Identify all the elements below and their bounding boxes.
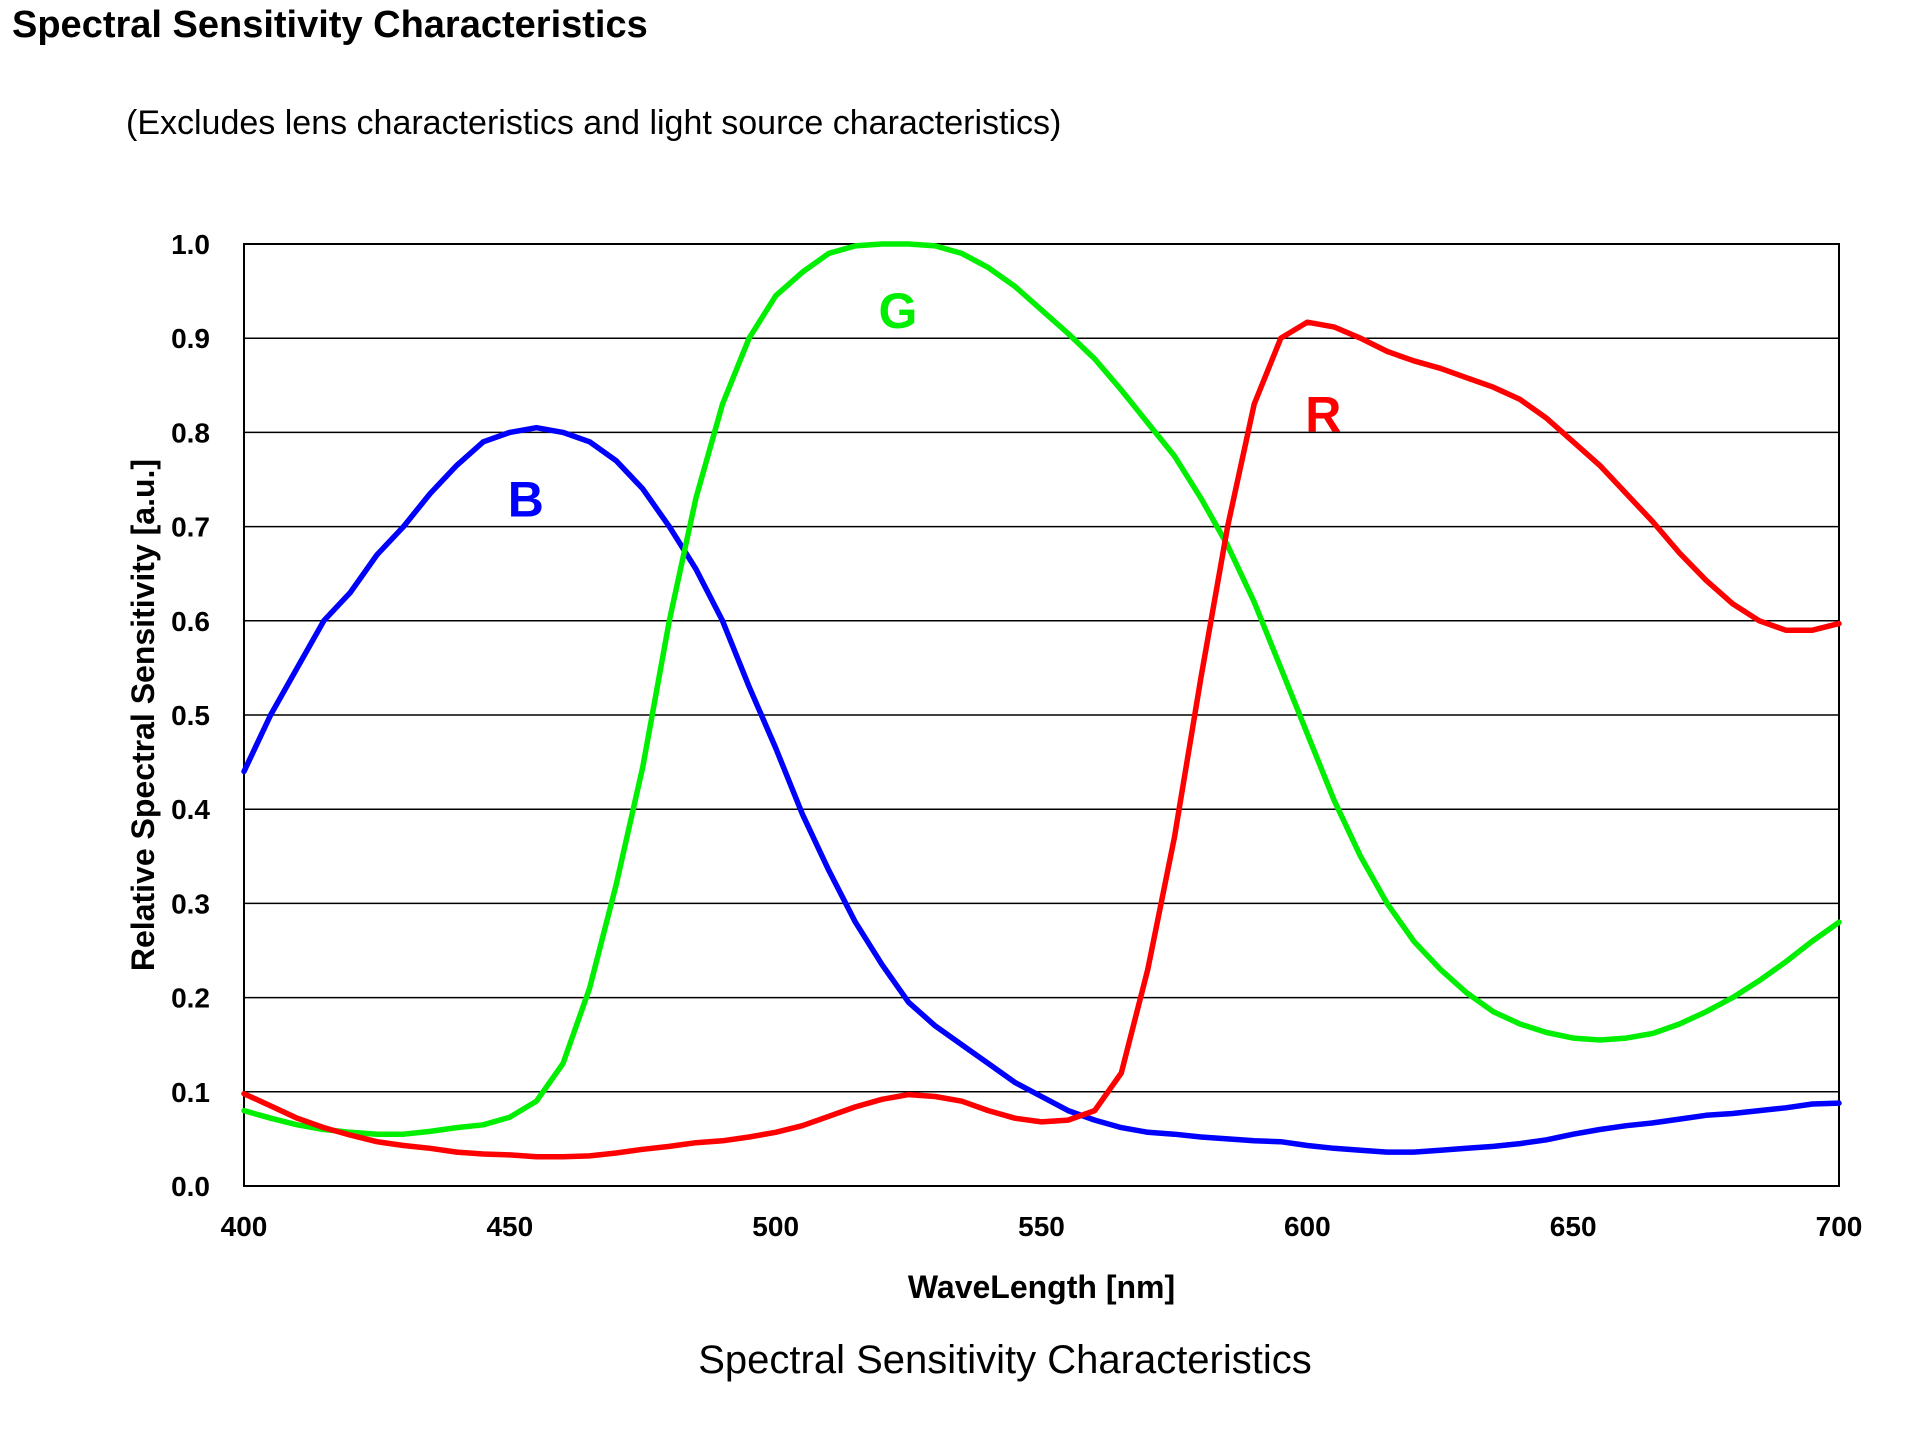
series-labels: B G R [508, 283, 1342, 527]
y-tick-label: 0.2 [171, 983, 210, 1014]
x-tick-label: 500 [752, 1211, 799, 1242]
page-heading: Spectral Sensitivity Characteristics [12, 4, 648, 46]
y-axis-ticks: 0.0 0.1 0.2 0.3 0.4 0.5 0.6 0.7 0.8 0.9 1.0 [171, 229, 210, 1202]
x-tick-label: 700 [1816, 1211, 1863, 1242]
y-tick-label: 0.5 [171, 700, 210, 731]
y-tick-label: 0.9 [171, 323, 210, 354]
y-tick-label: 0.4 [171, 794, 210, 825]
y-tick-label: 0.8 [171, 417, 210, 448]
series-line-g [241, 241, 1842, 1137]
y-tick-label: 0.3 [171, 888, 210, 919]
series-label-r: R [1305, 387, 1341, 443]
y-tick-label: 0.6 [171, 606, 210, 637]
series-lines [241, 241, 1842, 1160]
grid-lines [244, 243, 1839, 1187]
series-label-g: G [878, 283, 917, 339]
y-tick-label: 1.0 [171, 229, 210, 260]
series-line-r [241, 319, 1842, 1160]
chart-subtitle: (Excludes lens characteristics and light… [126, 104, 1062, 142]
x-tick-label: 550 [1018, 1211, 1065, 1242]
y-tick-label: 0.1 [171, 1077, 210, 1108]
x-tick-label: 400 [221, 1211, 268, 1242]
x-axis-ticks: 400 450 500 550 600 650 700 [221, 1211, 1863, 1242]
series-line-b [241, 424, 1842, 1155]
x-tick-label: 600 [1284, 1211, 1331, 1242]
x-axis-title: WaveLength [nm] [908, 1269, 1175, 1305]
plot-area [243, 243, 1840, 1187]
x-tick-label: 650 [1550, 1211, 1597, 1242]
y-tick-label: 0.7 [171, 512, 210, 543]
series-label-b: B [508, 471, 544, 527]
x-tick-label: 450 [486, 1211, 533, 1242]
figure-caption: Spectral Sensitivity Characteristics [698, 1338, 1312, 1382]
y-tick-label: 0.0 [171, 1171, 210, 1202]
y-axis-title: Relative Spectral Sensitivity [a.u.] [125, 459, 161, 971]
